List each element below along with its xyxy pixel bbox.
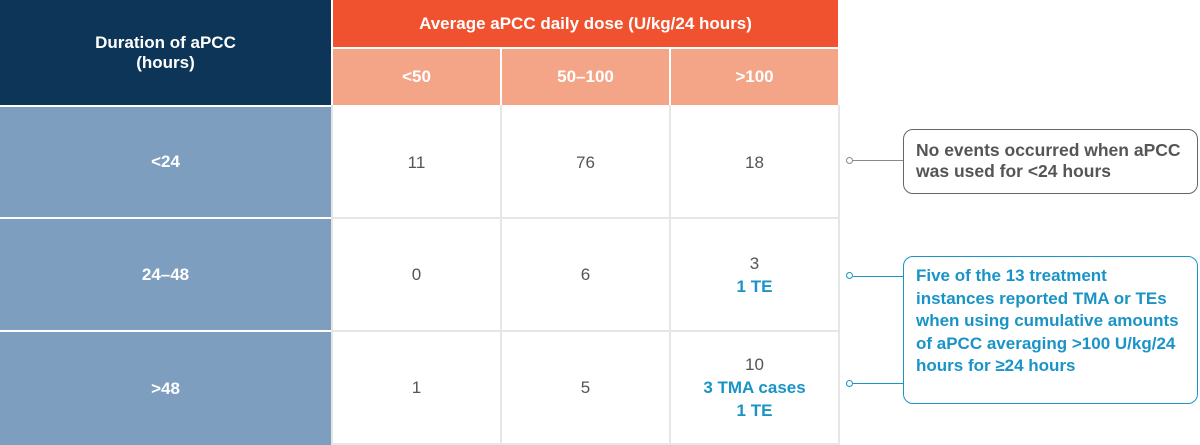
grid-line: [331, 330, 840, 332]
cell-value: 18: [745, 152, 764, 172]
callout-dot: [846, 272, 853, 279]
callout-dot: [846, 380, 853, 387]
callout-connector: [853, 276, 903, 277]
cell-value: 1: [411, 378, 422, 397]
callout-connector: [853, 160, 903, 161]
table-cell: 1: [333, 332, 500, 443]
table-cell: 11: [333, 107, 500, 217]
cell-value: 6: [580, 265, 591, 284]
grid-line: [331, 443, 840, 445]
table-cell: 3 1 TE: [671, 219, 838, 330]
cell-value: 76: [576, 152, 595, 172]
callout-dot: [846, 157, 853, 164]
grid-line: [331, 105, 333, 445]
row-header-24-48: 24–48: [0, 219, 331, 330]
table-cell: 10 3 TMA cases 1 TE: [671, 332, 838, 443]
callout-connector: [853, 383, 903, 384]
duration-header: Duration of aPCC (hours): [0, 0, 331, 105]
table-cell: 0: [333, 219, 500, 330]
dose-col-header-50-100: 50–100: [502, 49, 669, 105]
dose-col-header-lt50: <50: [333, 49, 500, 105]
event-label: 1 TE: [736, 276, 773, 296]
row-header-gt48: >48: [0, 332, 331, 445]
event-label: 3 TMA cases: [703, 378, 806, 397]
callout-no-events: No events occurred when aPCC was used fo…: [903, 129, 1198, 194]
table-cell: 76: [502, 107, 669, 217]
table-cell: 5: [502, 332, 669, 443]
cell-value: 11: [407, 152, 426, 172]
event-label: 1 TE: [736, 401, 773, 420]
dose-col-header-gt100: >100: [671, 49, 838, 105]
callout-tma-te: Five of the 13 treatment instances repor…: [903, 256, 1198, 404]
table-cell: 18: [671, 107, 838, 217]
cell-value: 10: [745, 355, 764, 374]
grid-line: [331, 217, 840, 219]
row-header-lt24: <24: [0, 107, 331, 217]
cell-value: 5: [580, 378, 591, 397]
grid-line: [838, 105, 840, 445]
cell-value: 0: [411, 265, 422, 284]
table-cell: 6: [502, 219, 669, 330]
dose-group-header: Average aPCC daily dose (U/kg/24 hours): [333, 0, 838, 47]
cell-value: 3: [749, 253, 760, 273]
grid-line: [500, 105, 502, 445]
grid-line: [669, 105, 671, 445]
